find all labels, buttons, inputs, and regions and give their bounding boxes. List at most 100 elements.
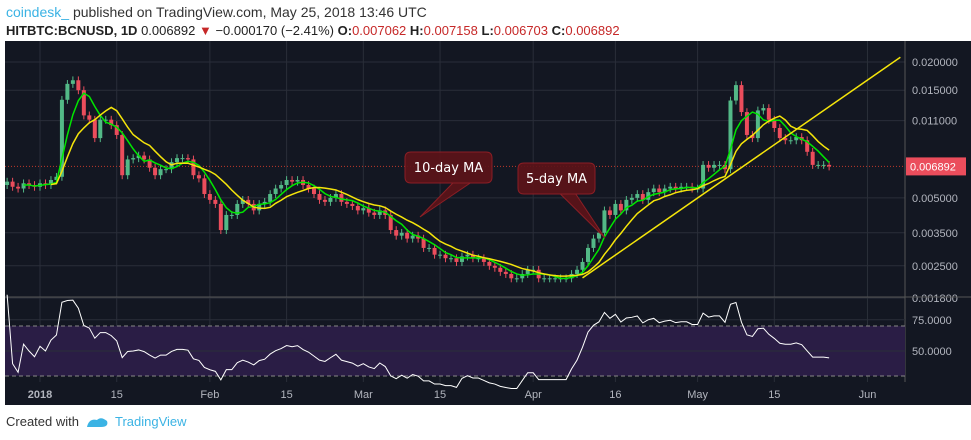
candle-body: [492, 265, 497, 268]
candle-body: [509, 273, 514, 279]
candle-body: [777, 127, 782, 139]
x-tick-label: Jun: [859, 389, 877, 401]
candle-body: [618, 203, 623, 211]
candle-body: [427, 247, 432, 249]
last-price: 0.006892: [141, 23, 196, 38]
candle-body: [580, 261, 585, 270]
ma-10-line: [50, 106, 830, 277]
price-change: −0.000170 (−2.41%): [215, 23, 334, 38]
y-tick-label: 0.020000: [912, 57, 958, 69]
candle-body: [755, 110, 760, 139]
candle-body: [284, 179, 289, 186]
x-tick-label: May: [687, 389, 708, 401]
low-value: 0.006703: [493, 23, 549, 38]
candle-body: [76, 80, 81, 91]
candle-body: [821, 164, 826, 166]
candle-body: [224, 214, 229, 231]
publish-info: coindesk_ published on TradingView.com, …: [6, 4, 427, 20]
high-value: 0.007158: [423, 23, 478, 38]
candle-body: [487, 261, 492, 266]
candle-body: [202, 178, 207, 195]
candle-body: [629, 197, 634, 200]
candle-body: [185, 158, 190, 160]
candle-body: [125, 159, 130, 176]
candle-body: [761, 108, 766, 111]
candle-body: [235, 203, 240, 215]
last-price-label: 0.006892: [910, 161, 956, 173]
candle-body: [514, 278, 519, 280]
candle-body: [712, 164, 717, 168]
candle-body: [81, 90, 86, 116]
candle-body: [750, 134, 755, 139]
candle-body: [449, 258, 453, 260]
low-label: L:: [481, 23, 494, 38]
candle-body: [372, 212, 377, 215]
candle-body: [657, 188, 662, 193]
candle-body: [377, 210, 382, 215]
candle-body: [520, 273, 525, 279]
candle-body: [48, 179, 53, 186]
candle-body: [635, 194, 640, 198]
candle-body: [575, 269, 580, 274]
close-label: C:: [551, 23, 566, 38]
candle-body: [92, 119, 97, 139]
candle-body: [70, 80, 75, 84]
candle-body: [333, 194, 338, 198]
candle-body: [158, 169, 163, 176]
candle-body: [87, 115, 92, 120]
candle-body: [142, 155, 147, 160]
candle-body: [355, 206, 360, 211]
candle-body: [662, 188, 667, 193]
candle-body: [262, 201, 267, 204]
candle-body: [739, 85, 744, 113]
candle-body: [388, 214, 393, 231]
candle-body: [350, 203, 355, 207]
candle-body: [679, 186, 684, 189]
candle-body: [602, 210, 607, 233]
candle-body: [191, 159, 196, 176]
candle-body: [810, 151, 815, 165]
candle-body: [131, 158, 136, 160]
candle-body: [21, 183, 26, 189]
candle-body: [607, 210, 612, 215]
y-tick-label: 0.005000: [912, 193, 958, 205]
high-label: H:: [409, 23, 424, 38]
candle-body: [147, 159, 152, 168]
candle-body: [16, 186, 21, 189]
ma10-callout-text: 10-day MA: [414, 161, 483, 176]
publish-text: published on TradingView.com, May 25, 20…: [72, 4, 427, 20]
candle-body: [257, 203, 262, 211]
candle-body: [788, 140, 793, 142]
candle-body: [65, 83, 70, 100]
candle-body: [465, 254, 470, 257]
rsi-line: [6, 294, 830, 389]
time-axis: [5, 383, 905, 405]
candle-body: [399, 232, 404, 236]
symbol: HITBTC:BCNUSD, 1D: [6, 23, 138, 38]
candle-body: [805, 140, 810, 152]
candle-body: [295, 179, 300, 182]
candle-body: [240, 199, 245, 204]
candle-body: [547, 278, 552, 280]
candle-body: [766, 108, 771, 120]
candle-body: [317, 194, 322, 200]
candle-body: [728, 100, 733, 170]
candle-body: [525, 269, 530, 274]
candle-body: [470, 254, 475, 259]
candle-body: [405, 232, 410, 239]
candle-body: [668, 186, 673, 189]
tradingview-logo-icon: [86, 417, 108, 427]
candle-body: [503, 271, 508, 274]
author-link[interactable]: coindesk_: [6, 4, 70, 20]
price-chart[interactable]: 0.020000 0.015000 0.011000 0.005000 0.003500…: [0, 40, 971, 407]
candle-body: [733, 85, 738, 101]
tradingview-link[interactable]: TradingView: [114, 414, 187, 429]
candle-body: [706, 164, 711, 168]
candle-body: [476, 258, 481, 260]
candle-body: [114, 125, 119, 135]
candle-body: [290, 179, 295, 182]
candle-body: [827, 164, 832, 167]
candle-body: [5, 181, 10, 186]
candle-body: [312, 188, 316, 195]
candle-body: [459, 256, 464, 262]
